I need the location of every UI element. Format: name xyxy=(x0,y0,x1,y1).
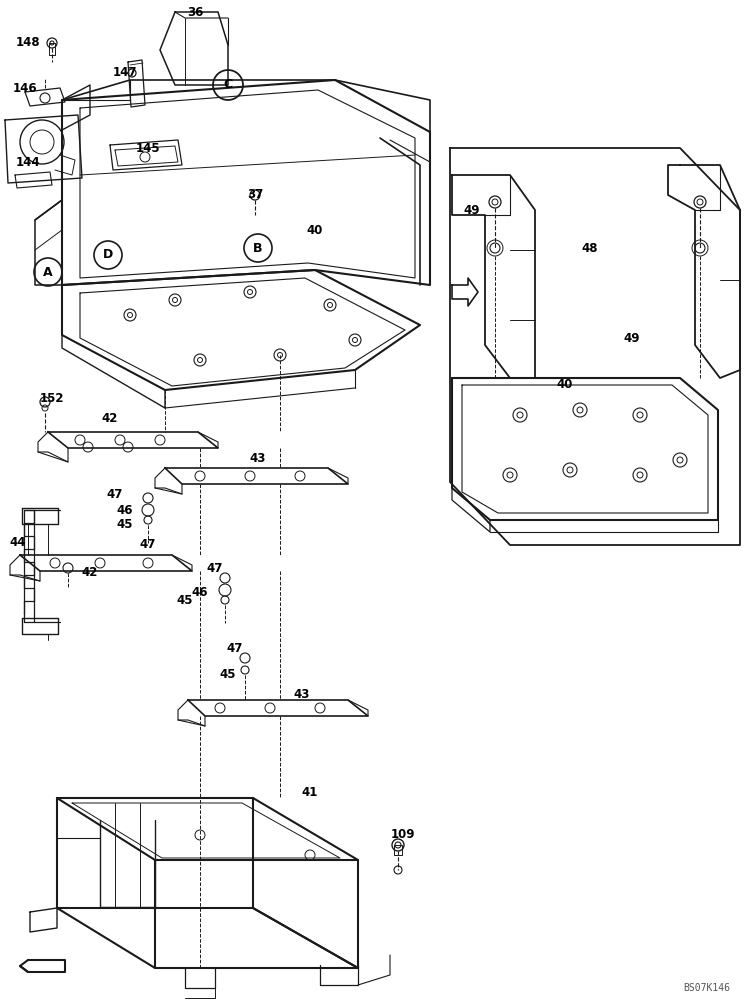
Text: 36: 36 xyxy=(187,5,203,18)
Text: 45: 45 xyxy=(177,593,193,606)
Text: 47: 47 xyxy=(140,538,156,552)
Text: C: C xyxy=(223,79,233,92)
Text: 43: 43 xyxy=(294,688,310,702)
Text: 43: 43 xyxy=(250,452,266,464)
Text: 145: 145 xyxy=(135,141,160,154)
Text: BS07K146: BS07K146 xyxy=(683,983,730,993)
Text: 146: 146 xyxy=(13,82,37,95)
Text: 42: 42 xyxy=(102,412,118,424)
Text: 40: 40 xyxy=(557,378,573,391)
Text: 46: 46 xyxy=(117,504,133,516)
Circle shape xyxy=(34,258,62,286)
Text: 152: 152 xyxy=(39,391,64,404)
Text: 40: 40 xyxy=(307,224,323,236)
Text: 49: 49 xyxy=(623,332,641,344)
Text: 144: 144 xyxy=(16,155,40,168)
Circle shape xyxy=(94,241,122,269)
Text: 37: 37 xyxy=(247,188,263,202)
Circle shape xyxy=(244,234,272,262)
Text: A: A xyxy=(43,265,53,278)
Text: B: B xyxy=(253,241,263,254)
Text: 45: 45 xyxy=(117,518,133,532)
Text: 46: 46 xyxy=(192,585,208,598)
Text: 148: 148 xyxy=(16,35,40,48)
Text: 47: 47 xyxy=(207,562,223,574)
Text: 44: 44 xyxy=(10,536,26,550)
Text: 41: 41 xyxy=(302,786,318,798)
Text: 42: 42 xyxy=(82,566,98,578)
Text: 47: 47 xyxy=(107,488,124,502)
Text: D: D xyxy=(103,248,113,261)
Text: 109: 109 xyxy=(391,828,415,842)
Text: 45: 45 xyxy=(219,668,237,682)
Text: 47: 47 xyxy=(227,642,243,654)
Text: 48: 48 xyxy=(582,241,598,254)
Circle shape xyxy=(213,70,243,100)
Text: 147: 147 xyxy=(113,66,137,79)
Text: 49: 49 xyxy=(464,204,480,217)
